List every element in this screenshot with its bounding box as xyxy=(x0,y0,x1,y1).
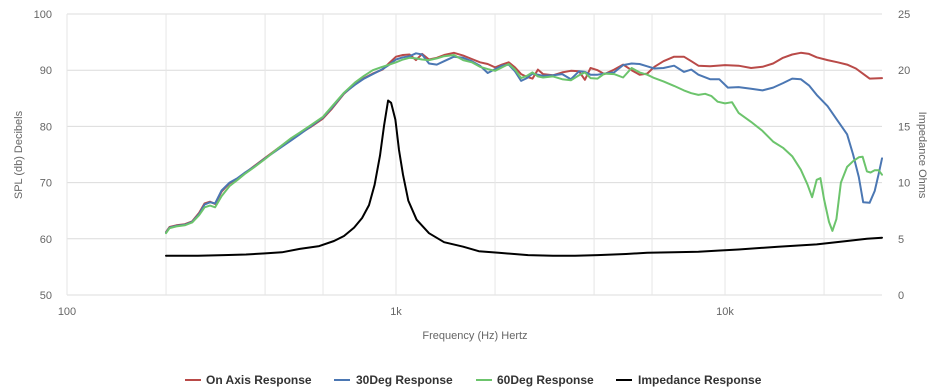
legend-label-impedance-response: Impedance Response xyxy=(638,373,762,387)
y-tick-label: 50 xyxy=(40,290,52,302)
x-tick-label: 1k xyxy=(390,306,402,318)
x-tick-label: 100 xyxy=(58,306,76,318)
y2-tick-label: 15 xyxy=(898,121,910,133)
y-tick-label: 60 xyxy=(40,234,52,246)
y2-tick-label: 10 xyxy=(898,178,910,190)
y-tick-label: 80 xyxy=(40,121,52,133)
y-tick-label: 100 xyxy=(34,9,52,21)
series-line-60deg-response xyxy=(165,54,883,235)
y2-axis-title: Impedance Ohms xyxy=(916,112,928,199)
legend-label-60deg-response: 60Deg Response xyxy=(497,373,594,387)
y-axis-tick-labels: 50 60 70 80 90 100 xyxy=(34,9,52,302)
series-line-impedance-response xyxy=(165,99,883,257)
legend-label-30deg-response: 30Deg Response xyxy=(356,373,453,387)
x-tick-label: 10k xyxy=(716,306,734,318)
y-tick-label: 70 xyxy=(40,178,52,190)
legend-item-impedance-response[interactable]: Impedance Response xyxy=(616,373,762,387)
y-tick-label: 90 xyxy=(40,65,52,77)
y-axis-title: SPL (db) Decibels xyxy=(13,110,25,199)
y2-tick-label: 25 xyxy=(898,9,910,21)
x-axis-tick-labels: 100 1k 10k xyxy=(58,306,735,318)
gridlines xyxy=(66,13,882,296)
x-axis-title: Frequency (Hz) Hertz xyxy=(422,330,527,342)
legend-item-30deg-response[interactable]: 30Deg Response xyxy=(334,373,453,387)
legend-item-60deg-response[interactable]: 60Deg Response xyxy=(476,373,594,387)
legend-item-on-axis-response[interactable]: On Axis Response xyxy=(185,373,312,387)
y2-tick-label: 0 xyxy=(898,290,904,302)
legend: On Axis Response 30Deg Response 60Deg Re… xyxy=(185,373,762,387)
y2-tick-label: 5 xyxy=(898,234,904,246)
series-lines xyxy=(165,51,883,257)
legend-label-on-axis-response: On Axis Response xyxy=(206,373,312,387)
y2-tick-label: 20 xyxy=(898,65,910,77)
y2-axis-tick-labels: 0 5 10 15 20 25 xyxy=(898,9,910,302)
